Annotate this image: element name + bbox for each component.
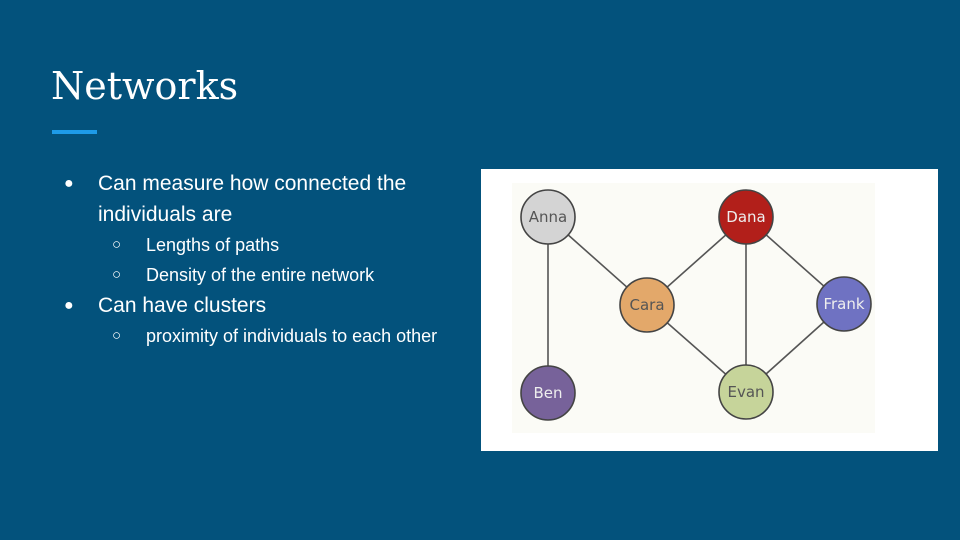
- bullet-circle-icon: ○: [112, 266, 122, 283]
- nodes-layer: Anna Dana Cara Frank Ben Evan: [520, 189, 872, 421]
- network-diagram-panel: Anna Dana Cara Frank Ben Evan: [481, 169, 938, 451]
- bullet-dot-icon: ●: [64, 175, 74, 192]
- subbullet-item: ○ Density of the entire network: [98, 260, 460, 290]
- node-label-anna: Anna: [529, 208, 567, 226]
- bullet-dot-icon: ●: [64, 297, 74, 314]
- network-diagram: Anna Dana Cara Frank Ben Evan: [512, 183, 875, 433]
- subbullet-item: ○ proximity of individuals to each other: [98, 321, 460, 351]
- bullet-text: Can measure how connected the individual…: [98, 172, 407, 226]
- bullet-item: ● Can measure how connected the individu…: [60, 168, 460, 290]
- node-cara: [619, 277, 675, 333]
- bullet-circle-icon: ○: [112, 327, 122, 344]
- subbullet-list: ○ Lengths of paths ○ Density of the enti…: [98, 230, 460, 290]
- subbullet-list: ○ proximity of individuals to each other: [98, 321, 460, 351]
- node-ben: [520, 365, 576, 421]
- node-evan: [718, 364, 774, 420]
- subbullet-item: ○ Lengths of paths: [98, 230, 460, 260]
- node-label-ben: Ben: [533, 384, 562, 402]
- bullet-text: Can have clusters: [98, 294, 267, 317]
- node-label-dana: Dana: [726, 208, 765, 226]
- slide-title: Networks: [51, 64, 239, 108]
- node-label-cara: Cara: [629, 296, 664, 314]
- subbullet-text: Density of the entire network: [146, 265, 375, 285]
- node-label-evan: Evan: [727, 383, 764, 401]
- bullet-circle-icon: ○: [112, 236, 122, 253]
- subbullet-text: proximity of individuals to each other: [146, 326, 438, 346]
- bullet-list: ● Can measure how connected the individu…: [60, 168, 460, 351]
- node-frank: [816, 276, 872, 332]
- bullet-item: ● Can have clusters ○ proximity of indiv…: [60, 290, 460, 351]
- node-anna: [520, 189, 576, 245]
- title-underline: [52, 130, 97, 134]
- node-label-frank: Frank: [823, 295, 864, 313]
- node-dana: [718, 189, 774, 245]
- subbullet-text: Lengths of paths: [146, 235, 280, 255]
